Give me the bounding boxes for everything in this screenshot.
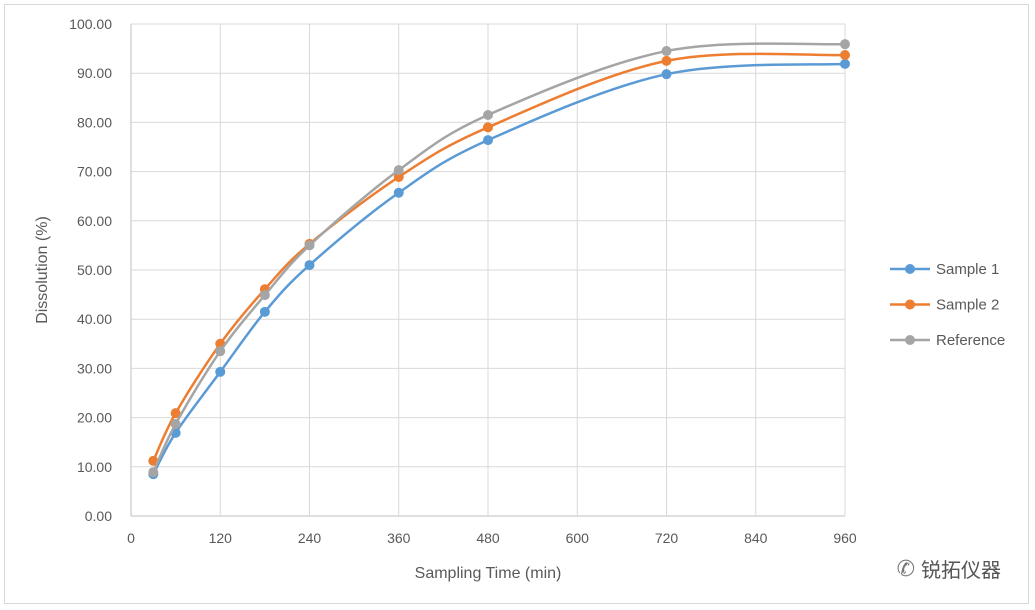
data-point-reference — [259, 290, 270, 301]
y-tick-label: 50.00 — [77, 262, 112, 278]
x-tick-label: 240 — [298, 530, 322, 546]
data-point-sample-1 — [304, 260, 315, 271]
y-tick-label: 20.00 — [77, 410, 112, 426]
x-tick-label: 840 — [744, 530, 768, 546]
watermark-text: 锐拓仪器 — [921, 560, 1001, 582]
data-point-reference — [170, 418, 181, 429]
y-tick-label: 60.00 — [77, 213, 112, 229]
y-tick-label: 10.00 — [77, 459, 112, 475]
x-tick-label: 960 — [833, 530, 857, 546]
data-point-reference — [483, 110, 493, 121]
y-tick-label: 40.00 — [77, 311, 112, 327]
wechat-icon: ✆ — [896, 555, 915, 581]
legend-label: Sample 2 — [936, 297, 999, 314]
legend-item-reference: Reference — [890, 332, 1005, 349]
data-point-reference — [148, 467, 159, 478]
x-tick-label: 0 — [127, 530, 135, 546]
data-point-reference — [304, 240, 315, 251]
data-point-reference — [393, 165, 404, 176]
y-axis-label: Dissolution (%) — [34, 216, 51, 324]
series-reference — [148, 39, 850, 478]
data-point-sample-1 — [661, 69, 672, 80]
legend-marker — [905, 335, 915, 345]
y-tick-label: 100.00 — [69, 16, 112, 32]
data-point-sample-2 — [170, 408, 181, 419]
series-line-sample-2 — [152, 52, 846, 462]
x-tick-label: 360 — [387, 530, 411, 546]
data-point-reference — [215, 346, 226, 357]
legend-marker — [905, 299, 915, 310]
y-tick-label: 90.00 — [77, 65, 112, 81]
y-tick-label: 80.00 — [77, 114, 112, 130]
x-tick-label: 720 — [655, 530, 679, 546]
legend-label: Reference — [936, 332, 1005, 349]
series-line-reference — [152, 42, 846, 473]
series-line-sample-1 — [152, 62, 846, 475]
data-point-sample-1 — [215, 366, 226, 377]
data-point-sample-1 — [840, 58, 850, 69]
legend-item-sample-1: Sample 1 — [890, 261, 999, 278]
data-point-sample-1 — [259, 306, 270, 317]
legend-marker — [905, 264, 915, 274]
data-point-sample-2 — [483, 122, 493, 133]
legend-item-sample-2: Sample 2 — [890, 297, 999, 314]
y-tick-label: 30.00 — [77, 360, 112, 376]
data-point-sample-2 — [840, 49, 850, 60]
data-point-sample-2 — [393, 172, 404, 183]
data-point-sample-1 — [483, 135, 493, 146]
x-tick-label: 480 — [476, 530, 500, 546]
data-point-reference — [840, 39, 850, 50]
chart-frame — [4, 4, 1029, 604]
watermark: ✆ 锐拓仪器 — [897, 554, 1001, 583]
x-tick-label: 600 — [566, 530, 590, 546]
legend-label: Sample 1 — [936, 261, 999, 278]
data-point-reference — [661, 46, 672, 57]
x-tick-label: 120 — [209, 530, 233, 546]
y-tick-label: 0.00 — [85, 508, 112, 524]
data-point-sample-2 — [661, 55, 672, 66]
y-tick-label: 70.00 — [77, 164, 112, 180]
x-axis-label: Sampling Time (min) — [415, 565, 562, 582]
data-point-sample-1 — [393, 187, 404, 198]
series-sample-2 — [148, 49, 850, 466]
